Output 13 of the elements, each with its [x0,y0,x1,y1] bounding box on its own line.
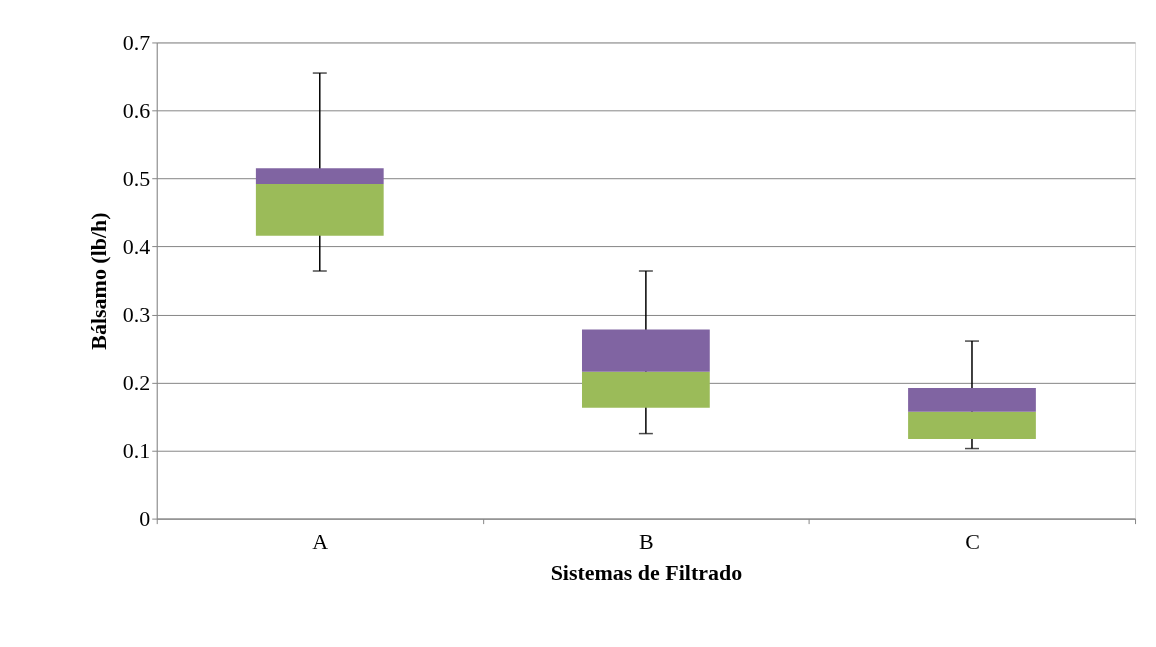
x-tick-label: A [312,529,329,555]
y-tick-label: 0.5 [122,165,151,191]
y-tick-label: 0.1 [122,438,151,464]
y-tick-label: 0.3 [122,302,151,328]
y-tick-label: 0.4 [122,234,151,259]
y-tick-label: 0.6 [122,97,151,123]
x-tick-label: C [965,529,980,555]
y-axis-title: Bálsamo (lb/h) [85,212,111,350]
y-tick-label: 0.2 [122,370,151,396]
x-tick-label: B [639,529,654,555]
y-tick-label: 0.7 [122,29,151,55]
x-axis-title: Sistemas de Filtrado [550,560,743,586]
y-tick-label: 0 [139,506,151,532]
